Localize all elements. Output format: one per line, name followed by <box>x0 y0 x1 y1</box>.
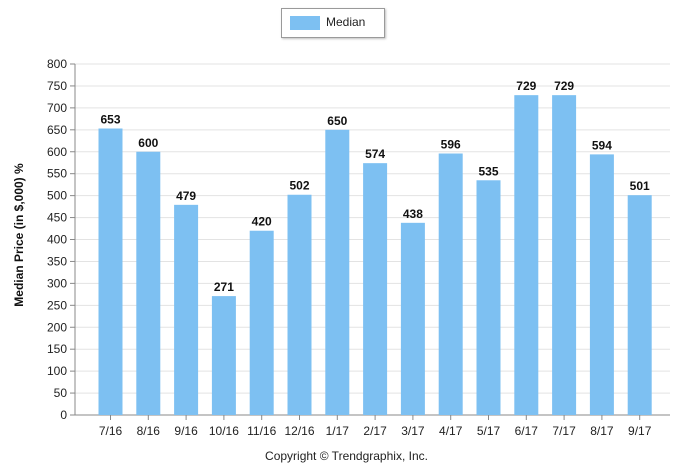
bar <box>627 195 652 415</box>
bar <box>249 230 274 415</box>
x-tick-label: 10/16 <box>209 424 239 438</box>
data-label: 596 <box>441 138 461 152</box>
data-label: 438 <box>403 207 423 221</box>
y-tick-label: 50 <box>54 386 68 400</box>
y-tick-label: 650 <box>47 123 67 137</box>
x-tick-label: 11/16 <box>247 424 276 438</box>
y-tick-label: 500 <box>47 189 67 203</box>
y-tick-label: 300 <box>47 276 67 290</box>
x-tick-label: 12/16 <box>284 424 314 438</box>
legend-swatch-median <box>290 16 320 30</box>
y-tick-label: 0 <box>60 408 67 422</box>
y-tick-label: 550 <box>47 167 67 181</box>
y-tick-label: 700 <box>47 101 67 115</box>
bar <box>211 296 236 415</box>
x-tick-label: 7/16 <box>99 424 123 438</box>
x-tick-label: 9/17 <box>628 424 652 438</box>
y-tick-label: 250 <box>47 298 67 312</box>
x-tick-label: 8/17 <box>590 424 614 438</box>
x-tick-label: 7/17 <box>552 424 576 438</box>
legend-label-median: Median <box>326 15 366 29</box>
x-tick-label: 8/16 <box>137 424 161 438</box>
y-tick-label: 350 <box>47 254 67 268</box>
x-tick-label: 4/17 <box>439 424 463 438</box>
bar <box>514 95 539 416</box>
x-tick-label: 1/17 <box>326 424 350 438</box>
y-tick-label: 450 <box>47 211 67 225</box>
data-label: 501 <box>630 179 650 193</box>
bar <box>400 222 425 415</box>
data-label: 650 <box>327 114 347 128</box>
y-tick-label: 600 <box>47 145 67 159</box>
y-axis-label: Median Price (in $,000) % <box>12 163 26 307</box>
data-label: 535 <box>478 164 498 178</box>
y-tick-label: 200 <box>47 320 67 334</box>
x-tick-label: 5/17 <box>477 424 501 438</box>
y-tick-label: 400 <box>47 233 67 247</box>
data-label: 479 <box>176 189 196 203</box>
data-label: 729 <box>516 79 536 93</box>
bar <box>136 151 161 415</box>
bar <box>363 163 388 415</box>
data-label: 271 <box>214 280 234 294</box>
bar <box>589 154 614 415</box>
copyright-text: Copyright © Trendgraphix, Inc. <box>265 449 428 463</box>
data-label: 420 <box>252 215 272 229</box>
y-tick-label: 100 <box>47 364 67 378</box>
y-tick-label: 750 <box>47 79 67 93</box>
data-label: 729 <box>554 79 574 93</box>
bar <box>174 204 199 415</box>
bar <box>438 153 463 415</box>
data-label: 574 <box>365 147 385 161</box>
bar <box>476 180 501 415</box>
bar <box>325 129 350 415</box>
y-tick-label: 800 <box>47 57 67 71</box>
x-tick-label: 3/17 <box>401 424 425 438</box>
x-tick-label: 2/17 <box>363 424 387 438</box>
data-label: 594 <box>592 138 612 152</box>
y-tick-label: 150 <box>47 342 67 356</box>
data-label: 600 <box>138 136 158 150</box>
data-label: 653 <box>100 112 120 126</box>
bar <box>552 95 577 416</box>
x-tick-label: 6/17 <box>515 424 539 438</box>
legend: Median <box>281 8 385 38</box>
bar <box>287 194 312 415</box>
x-tick-label: 9/16 <box>174 424 198 438</box>
bar <box>98 128 123 415</box>
data-label: 502 <box>289 179 309 193</box>
